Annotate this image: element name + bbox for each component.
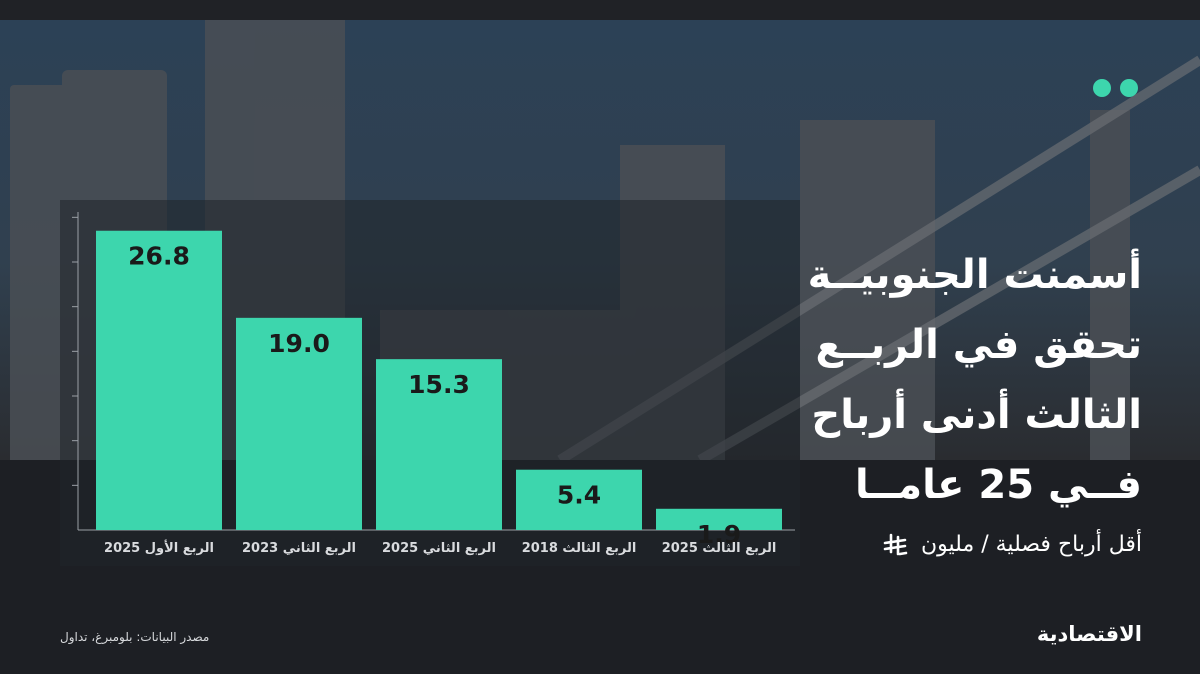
bar-4 <box>516 469 642 530</box>
category-label-3: الربع الثاني 2025 <box>382 541 496 556</box>
bars-group <box>96 230 782 530</box>
value-labels-group: 26.8 19.0 15.3 5.4 1.9 <box>128 242 741 549</box>
bar-value-label-5: 1.9 <box>697 520 741 549</box>
headline: أسمنت الجنوبيــة تحقق في الربــع الثالث … <box>722 240 1142 520</box>
bar-value-label-4: 5.4 <box>557 481 601 510</box>
headline-line-4: فــي 25 عامــا <box>854 462 1142 508</box>
data-source: مصدر البيانات: بلومبرغ، تداول <box>60 630 210 644</box>
y-axis-ticks <box>72 216 78 486</box>
logo-dots-icon <box>1093 79 1138 97</box>
category-labels-group: الربع الأول 2025 الربع الثاني 2023 الربع ا… <box>104 539 776 556</box>
headline-line-2: تحقق في الربــع <box>815 322 1142 368</box>
category-label-4: الربع الثالث 2018 <box>522 541 637 556</box>
bar-5 <box>656 508 782 530</box>
riyal-currency-icon <box>883 533 908 556</box>
headline-line-1: أسمنت الجنوبيــة <box>807 252 1142 298</box>
bar-2 <box>236 317 362 530</box>
bar-3 <box>376 359 502 530</box>
bar-value-label-3: 15.3 <box>408 370 470 399</box>
category-label-5: الربع الثالث 2025 <box>662 541 777 556</box>
subtitle-text: أقل أرباح فصلية / مليون <box>921 532 1142 557</box>
bar-value-label-2: 19.0 <box>268 329 330 358</box>
category-label-2: الربع الثاني 2023 <box>242 541 356 556</box>
bar-value-label-1: 26.8 <box>128 242 190 271</box>
category-label-1: الربع الأول 2025 <box>104 539 214 556</box>
brand-logo: الاقتصادية <box>1036 622 1142 646</box>
chart-subtitle: أقل أرباح فصلية / مليون <box>722 532 1142 558</box>
headline-line-3: الثالث أدنى أرباح <box>811 392 1142 438</box>
bar-1 <box>96 230 222 530</box>
